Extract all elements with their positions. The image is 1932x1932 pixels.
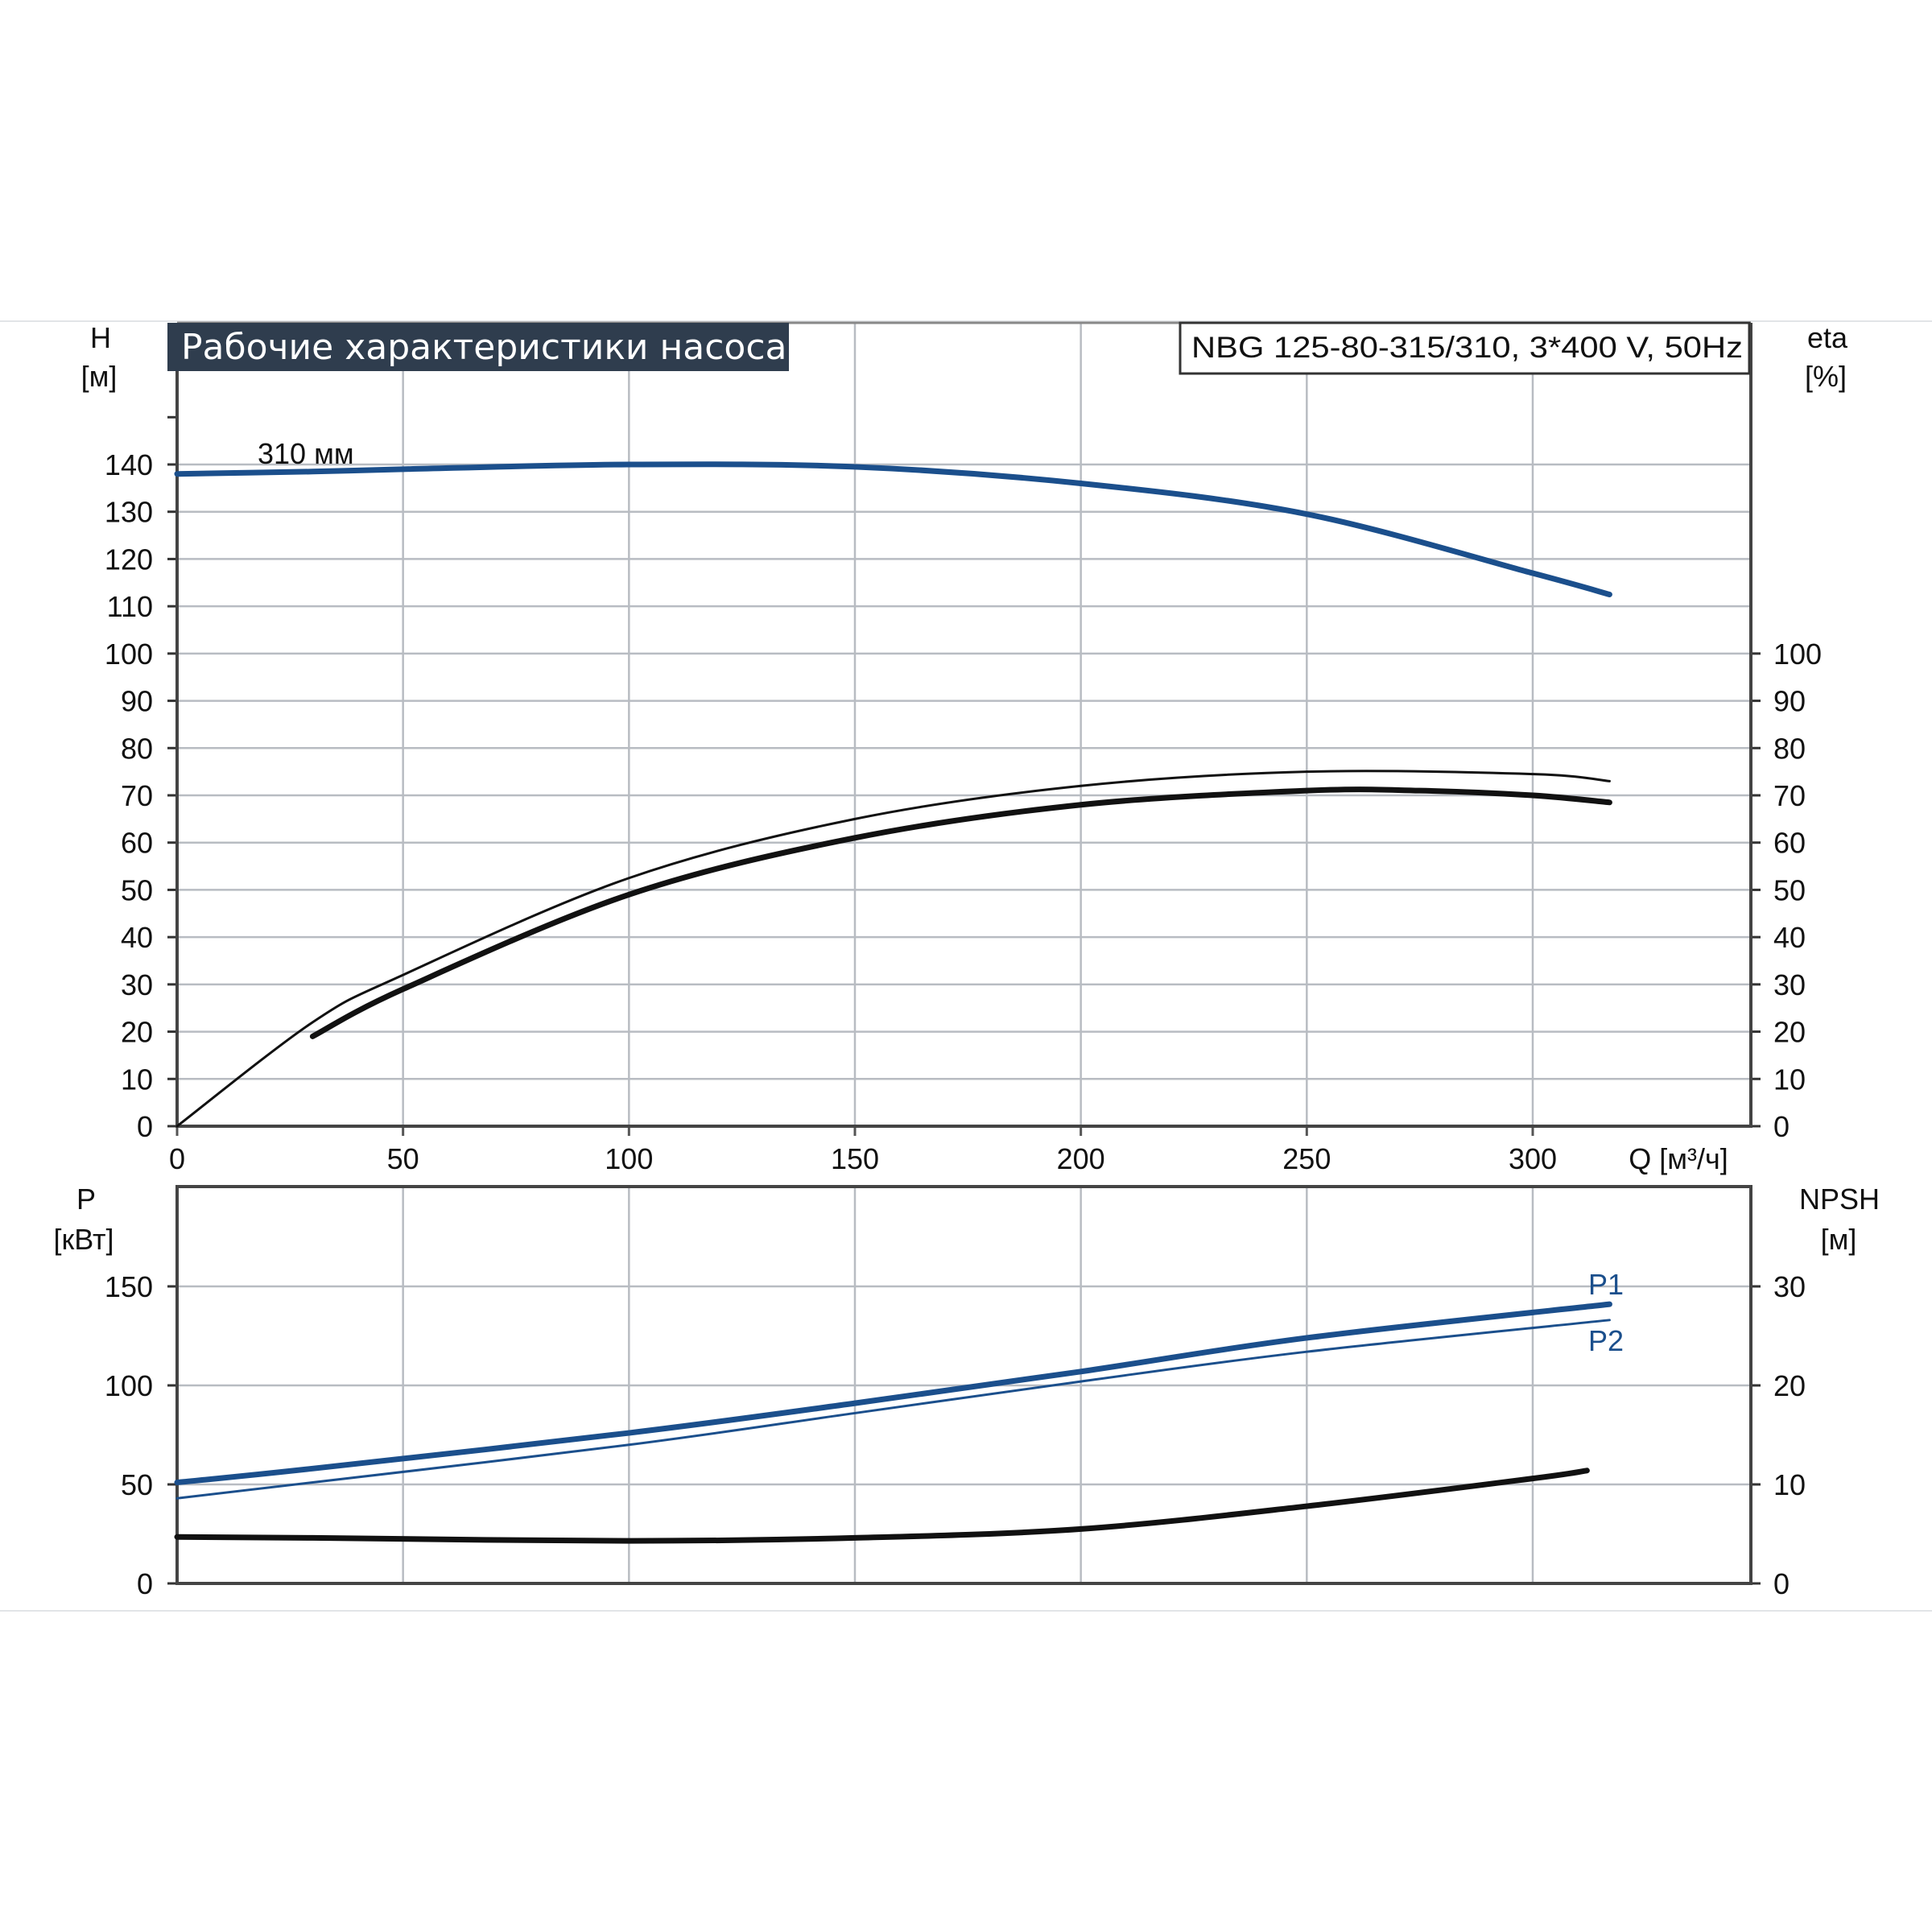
npsh-tick-label: 10 — [1773, 1468, 1806, 1501]
top-grid — [167, 321, 1761, 1136]
chart-title: Рабочие характеристики насоса — [181, 327, 786, 368]
model-label: NBG 125-80-315/310, 3*400 V, 50Hz — [1191, 331, 1743, 364]
q-axis-label: Q [м³/ч] — [1629, 1142, 1728, 1175]
y-tick-label: 40 — [121, 921, 153, 954]
y-right-tick-label: 10 — [1773, 1063, 1806, 1096]
p-tick-label: 50 — [121, 1468, 153, 1501]
y-tick-label: 90 — [121, 685, 153, 718]
x-tick-label: 200 — [1057, 1142, 1105, 1175]
y-tick-label: 130 — [105, 496, 153, 529]
y-tick-label: 120 — [105, 543, 153, 576]
p-tick-label: 0 — [137, 1567, 153, 1600]
x-tick-label: 150 — [831, 1142, 879, 1175]
diameter-annotation: 310 мм — [258, 437, 354, 470]
eta-axis-name: eta — [1807, 321, 1848, 354]
y-right-tick-label: 20 — [1773, 1016, 1806, 1049]
y-right-tick-label: 100 — [1773, 638, 1822, 671]
y-right-tick-label: 60 — [1773, 827, 1806, 860]
efficiency-curve — [309, 786, 1612, 1039]
y-tick-label: 30 — [121, 968, 153, 1001]
x-tick-label: 0 — [169, 1142, 185, 1175]
y-right-tick-label: 90 — [1773, 685, 1806, 718]
y-tick-label: 140 — [105, 448, 153, 481]
p2-label: P2 — [1588, 1324, 1624, 1357]
efficiency-curve-thin — [175, 770, 1611, 1128]
y-right-tick-label: 50 — [1773, 873, 1806, 906]
p1-label: P1 — [1588, 1268, 1624, 1301]
y-tick-label: 0 — [137, 1110, 153, 1143]
y-right-tick-label: 30 — [1773, 968, 1806, 1001]
y-tick-label: 60 — [121, 827, 153, 860]
x-tick-label: 50 — [387, 1142, 419, 1175]
npsh-tick-label: 0 — [1773, 1567, 1790, 1600]
curves — [174, 461, 1612, 1544]
x-tick-label: 250 — [1282, 1142, 1331, 1175]
x-tick-label: 300 — [1509, 1142, 1557, 1175]
y-tick-label: 10 — [121, 1063, 153, 1096]
npsh-tick-label: 30 — [1773, 1270, 1806, 1303]
y-tick-label: 110 — [107, 590, 153, 623]
eta-axis-unit: [%] — [1805, 360, 1847, 393]
p1-curve — [174, 1301, 1612, 1486]
x-tick-label: 100 — [605, 1142, 653, 1175]
bottom-plot-axes — [175, 1185, 1752, 1585]
h-axis-name: H — [90, 321, 111, 354]
head-curve — [174, 461, 1612, 597]
y-right-tick-label: 80 — [1773, 732, 1806, 765]
y-right-tick-label: 70 — [1773, 779, 1806, 812]
bottom-grid — [167, 1185, 1761, 1585]
title-box — [167, 323, 789, 371]
y-tick-label: 100 — [105, 638, 153, 671]
tick-labels: 0 50 100 150 200 250 3000102030405060708090100… — [105, 448, 1822, 1600]
p-axis-name: P — [76, 1183, 96, 1216]
npsh-tick-label: 20 — [1773, 1369, 1806, 1402]
y-tick-label: 80 — [121, 732, 153, 765]
p2-curve — [175, 1319, 1611, 1500]
p-axis-unit: [кВт] — [53, 1223, 114, 1256]
npsh-curve — [174, 1468, 1590, 1544]
y-tick-label: 20 — [121, 1016, 153, 1049]
y-tick-label: 70 — [121, 779, 153, 812]
top-plot-axes — [175, 323, 1752, 1128]
y-right-tick-label: 0 — [1773, 1110, 1790, 1143]
npsh-axis-name: NPSH — [1799, 1183, 1880, 1216]
y-right-tick-label: 40 — [1773, 921, 1806, 954]
h-axis-unit: [м] — [81, 360, 118, 393]
model-box — [1179, 321, 1751, 375]
p-tick-label: 150 — [105, 1270, 153, 1303]
p-tick-label: 100 — [105, 1369, 153, 1402]
npsh-axis-unit: [м] — [1821, 1223, 1857, 1256]
y-tick-label: 50 — [121, 873, 153, 906]
